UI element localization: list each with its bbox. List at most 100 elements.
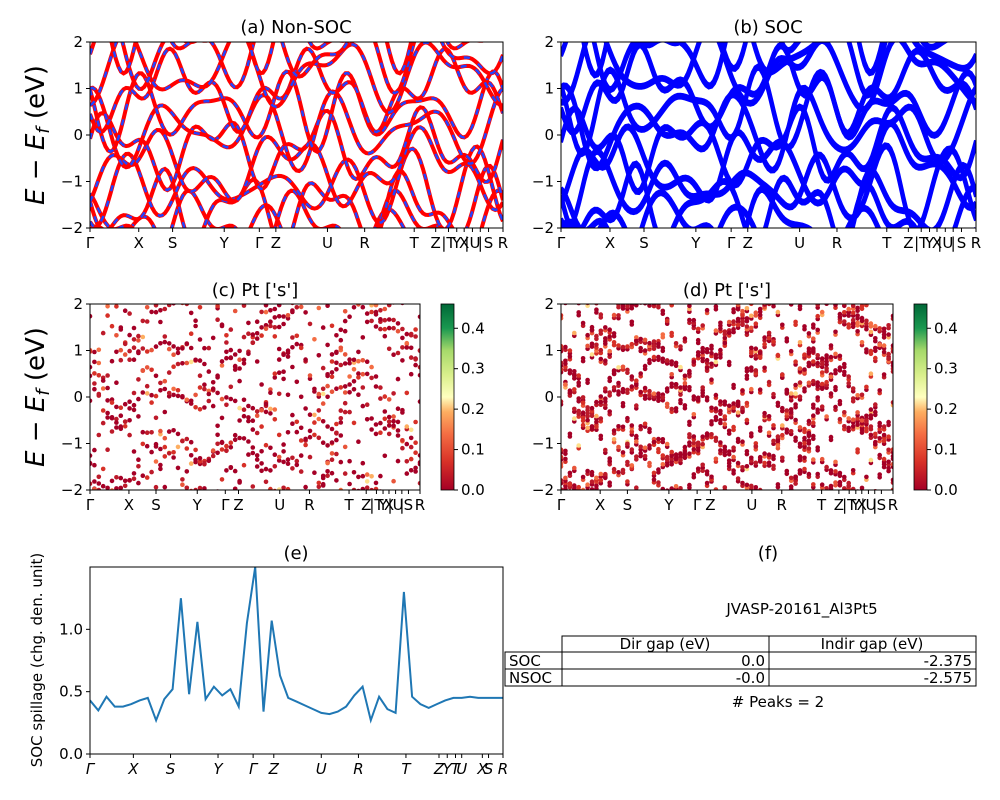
band-point: [793, 417, 798, 423]
band-point: [754, 518, 759, 523]
band-point: [598, 399, 604, 405]
band-point: [820, 280, 825, 285]
band-point: [141, 523, 146, 528]
band-point: [290, 345, 295, 350]
panel-b-xtick-label: Y: [690, 234, 701, 252]
band-point: [96, 360, 102, 366]
band-point: [788, 407, 794, 412]
band-point: [855, 518, 860, 523]
panel-d-ytick-label: 1: [544, 342, 554, 360]
band-point: [589, 479, 595, 485]
band-point: [740, 480, 745, 486]
band-point: [356, 474, 361, 480]
band-point: [607, 480, 612, 486]
band-point: [307, 373, 313, 378]
band-point: [731, 424, 736, 430]
band-point: [594, 424, 599, 430]
band-point: [338, 433, 344, 438]
band-point: [753, 353, 759, 358]
band-point: [726, 403, 732, 409]
band-point: [417, 453, 420, 458]
band-point: [109, 478, 115, 484]
band-point: [219, 477, 225, 482]
band-point: [307, 454, 313, 460]
panel-b-xtick-label: |T: [914, 234, 929, 252]
band-point: [851, 520, 856, 525]
band-point: [784, 427, 790, 433]
band-point: [364, 417, 370, 422]
band-point: [154, 294, 159, 299]
band-point: [290, 335, 295, 340]
band-point: [638, 539, 643, 544]
band-point: [576, 380, 581, 386]
band-point: [162, 454, 168, 459]
band-point: [162, 306, 168, 312]
panel-d-xtick-label: R: [777, 496, 787, 514]
band-point: [682, 449, 688, 454]
band-point: [629, 304, 635, 308]
panel-c-xtick-label: Γ: [86, 496, 95, 514]
band-point: [709, 474, 714, 480]
band-point: [638, 298, 643, 303]
band-point: [612, 492, 617, 497]
band-point: [559, 270, 564, 275]
band-point: [171, 344, 176, 349]
band-point: [766, 460, 772, 466]
band-point: [576, 373, 581, 378]
band-point: [251, 519, 256, 524]
band-point: [859, 418, 865, 423]
band-point: [784, 468, 790, 474]
band-point: [762, 341, 767, 347]
band-point: [793, 435, 798, 441]
band-point: [180, 482, 185, 488]
band-point: [669, 359, 674, 364]
band-point: [766, 335, 772, 341]
band-point: [673, 406, 679, 411]
band-point: [837, 416, 843, 422]
band-point: [589, 487, 595, 490]
band-point: [303, 442, 308, 448]
band-point: [882, 514, 887, 519]
band-point: [594, 307, 599, 313]
band-point: [145, 517, 150, 522]
band-point: [740, 465, 745, 470]
band-point: [625, 459, 630, 465]
band-point: [598, 471, 604, 477]
band-point: [771, 453, 776, 459]
band-point: [718, 501, 723, 506]
band-point: [307, 412, 313, 418]
band-point: [572, 495, 577, 500]
band-point: [833, 304, 838, 308]
band-point: [290, 421, 295, 427]
band-point: [594, 475, 599, 481]
band-point: [669, 381, 674, 387]
band-point: [735, 410, 741, 415]
band-point: [591, 489, 593, 490]
band-point: [171, 450, 176, 455]
band-point: [281, 449, 286, 454]
colorbar-tick-label: 0.4: [934, 319, 958, 337]
band-point: [753, 460, 759, 466]
band-point: [598, 347, 604, 353]
band-point: [580, 487, 586, 490]
band-point: [320, 419, 326, 424]
band-point: [100, 378, 106, 383]
band-point: [665, 272, 670, 277]
band-point: [572, 483, 577, 488]
panel-e-xtick-label: U: [316, 760, 327, 778]
band-point: [254, 430, 260, 436]
band-point: [100, 466, 106, 472]
band-point: [369, 416, 374, 421]
band-point: [109, 400, 115, 405]
band-point: [811, 420, 816, 426]
band-point: [307, 376, 313, 382]
band-point: [819, 309, 825, 315]
band-point: [166, 390, 172, 396]
band-point: [149, 392, 154, 398]
band-point: [391, 478, 396, 484]
band-point: [197, 485, 203, 490]
band-point: [97, 281, 102, 286]
band-point: [820, 283, 825, 288]
band-point: [118, 327, 124, 332]
band-point: [351, 420, 357, 426]
